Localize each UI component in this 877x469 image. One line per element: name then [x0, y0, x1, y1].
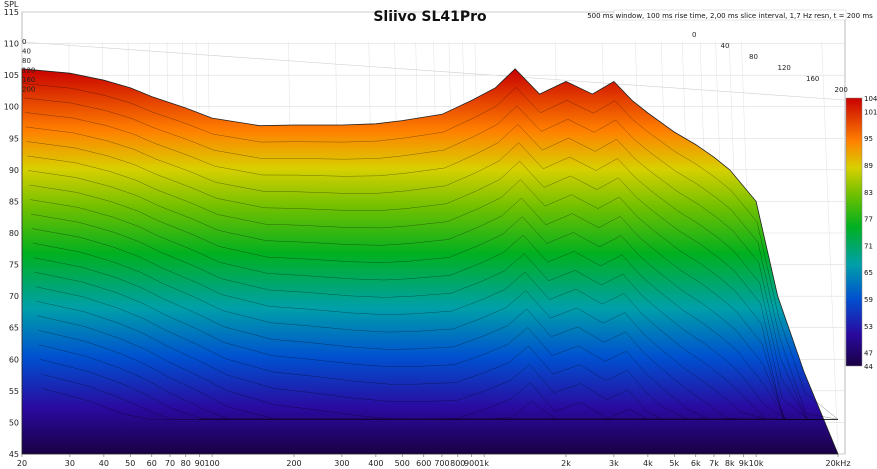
decay-slice-line [30, 199, 838, 420]
colorbar: 44 47 53 59 65 71 77 83 89 95 101 104 [845, 95, 877, 371]
x-tick-label: 4k [643, 459, 653, 468]
colorbar-tick-label: 104 [864, 95, 877, 103]
x-axis-ticks: 20 30 40 50 60 70 80 90 100 200 300 400 500 600 700 800… [17, 454, 851, 468]
decay-slice-line [26, 141, 838, 420]
y-tick-label: 110 [4, 40, 19, 49]
decay-slice-line [32, 242, 838, 420]
y-tick-label: 90 [9, 166, 19, 175]
decay-slice-line [33, 257, 838, 420]
time-tick-label-right: 0 [692, 31, 696, 39]
colorbar-ticks: 44 47 53 59 65 71 77 83 89 95 101 104 [864, 95, 877, 371]
decay-slice-line [22, 83, 839, 420]
time-tick-label-left: 80 [22, 57, 31, 65]
colorbar-tick-label: 71 [864, 242, 873, 250]
y-tick-label: 45 [9, 450, 19, 459]
y-tick-label: 115 [4, 8, 19, 17]
subtitle-box [613, 9, 847, 21]
chart-subtitle: 500 ms window, 100 ms rise time, 2,00 ms… [587, 12, 873, 20]
decay-slice-line [29, 184, 838, 420]
back-plane-edge [21, 41, 846, 101]
y-axis-label: SPL [4, 0, 19, 9]
time-tick-label-left: 0 [22, 38, 26, 46]
x-tick-label: 9k [739, 459, 749, 468]
floor-gridline [821, 41, 839, 455]
x-tick-label: 5k [669, 459, 679, 468]
x-tick-label: 400 [368, 459, 383, 468]
x-tick-label: 70 [165, 459, 175, 468]
x-tick-label: 50 [125, 459, 135, 468]
time-tick-label-right: 120 [778, 64, 791, 72]
y-tick-label: 60 [9, 355, 19, 364]
x-tick-label: 3k [609, 459, 619, 468]
time-tick-label-right: 40 [721, 42, 730, 50]
x-tick-label: 900 [464, 459, 479, 468]
time-tick-label-left: 200 [22, 86, 35, 94]
x-tick-label: 10k [749, 459, 764, 468]
x-tick-label: 8k [725, 459, 735, 468]
x-tick-label: 2k [561, 459, 571, 468]
colorbar-tick-label: 47 [864, 350, 873, 358]
x-tick-label: 60 [147, 459, 157, 468]
y-tick-label: 65 [9, 324, 19, 333]
y-tick-label: 80 [9, 229, 19, 238]
y-tick-label: 70 [9, 292, 19, 301]
x-tick-label: 1k [479, 459, 489, 468]
y-axis-ticks: 45 50 55 60 65 70 75 80 85 90 95 100 105 110 115 [4, 8, 19, 459]
waterfall-slice-lines [22, 83, 839, 420]
colorbar-tick-label: 59 [864, 296, 873, 304]
waterfall-surface [21, 68, 839, 455]
x-tick-label: 100 [204, 459, 219, 468]
y-tick-label: 50 [9, 418, 19, 427]
x-tick-label: 7k [709, 459, 719, 468]
y-tick-label: 95 [9, 134, 19, 143]
x-tick-label: 700 [434, 459, 449, 468]
decay-slice-line [30, 213, 838, 420]
x-tick-label: 80 [181, 459, 191, 468]
x-tick-label: 6k [691, 459, 701, 468]
decay-slice-line [31, 228, 838, 420]
y-tick-label: 55 [9, 387, 19, 396]
time-tick-label-right: 200 [835, 86, 848, 94]
x-tick-label: 300 [334, 459, 349, 468]
time-tick-label-left: 160 [22, 76, 35, 84]
time-tick-label-left: 120 [22, 67, 35, 75]
y-tick-label: 100 [4, 103, 19, 112]
colorbar-tick-label: 77 [864, 216, 873, 224]
time-tick-label-left: 40 [22, 48, 31, 56]
colorbar-tick-label: 44 [864, 363, 873, 371]
x-tick-label: 600 [416, 459, 431, 468]
decay-slice-line [28, 170, 838, 420]
decay-slice-line [25, 126, 838, 420]
y-tick-label: 85 [9, 197, 19, 206]
decay-slice-line [27, 155, 838, 420]
x-tick-label: 20kHz [825, 459, 850, 468]
colorbar-tick-label: 53 [864, 323, 873, 331]
x-tick-label: 20 [17, 459, 27, 468]
x-tick-label: 90 [195, 459, 205, 468]
decay-slice-line [23, 97, 839, 420]
x-tick-label: 800 [450, 459, 465, 468]
colorbar-gradient [845, 97, 863, 367]
time-tick-label-right: 160 [806, 75, 819, 83]
colorbar-tick-label: 83 [864, 189, 873, 197]
x-tick-label: 200 [286, 459, 301, 468]
colorbar-tick-label: 89 [864, 162, 873, 170]
spectrum-front-slice [21, 68, 839, 455]
time-tick-label-right: 80 [749, 53, 758, 61]
x-tick-label: 500 [395, 459, 410, 468]
x-tick-label: 40 [99, 459, 109, 468]
y-tick-label: 105 [4, 71, 19, 80]
decay-slice-line [24, 112, 838, 420]
x-tick-label: 30 [65, 459, 75, 468]
colorbar-tick-label: 101 [864, 108, 877, 116]
colorbar-tick-label: 65 [864, 269, 873, 277]
chart-title: Sliivo SL41Pro [373, 9, 487, 25]
y-tick-label: 75 [9, 261, 19, 270]
colorbar-tick-label: 95 [864, 135, 873, 143]
